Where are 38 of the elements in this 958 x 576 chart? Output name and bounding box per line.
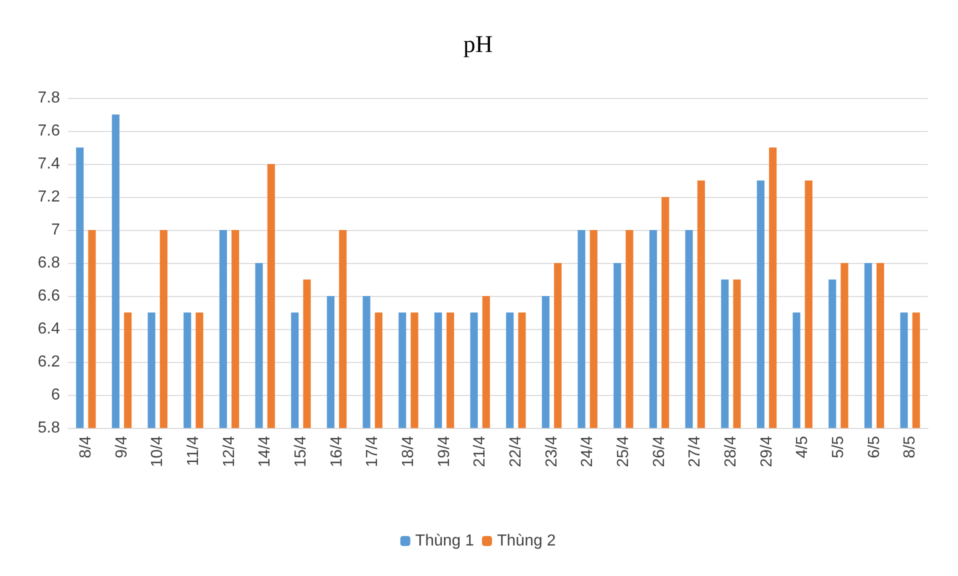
x-tick-label: 5/5: [830, 436, 847, 458]
x-tick-label: 9/4: [113, 436, 130, 458]
x-tick-label: 16/4: [328, 436, 346, 468]
y-tick-label: 7.2: [38, 188, 60, 206]
x-tick-label: 29/4: [758, 436, 776, 468]
y-tick-label: 6: [51, 386, 60, 404]
x-tick-label: 21/4: [472, 436, 489, 468]
legend-label: Thùng 2: [497, 532, 556, 550]
x-tick-label: 11/4: [184, 436, 202, 466]
y-tick-label: 6.8: [38, 254, 60, 272]
legend-label: Thùng 1: [415, 532, 474, 550]
y-tick-label: 6.2: [38, 354, 60, 370]
y-tick-label: 6.6: [38, 288, 60, 304]
x-tick-label: 18/4: [400, 436, 417, 468]
x-tick-label: 14/4: [256, 436, 274, 468]
x-tick-label: 15/4: [292, 436, 310, 468]
x-tick-label: 23/4: [543, 436, 560, 468]
x-tick-label: 24/4: [579, 436, 596, 468]
x-tick-label: 22/4: [507, 436, 524, 468]
x-tick-label: 17/4: [364, 436, 382, 468]
x-tick-label: 8/4: [77, 436, 94, 458]
chart-title: pH: [463, 32, 493, 58]
x-tick-label: 6/5: [866, 436, 883, 458]
y-tick-label: 7.8: [38, 90, 60, 106]
x-tick-label: 8/5: [902, 436, 919, 458]
y-tick-label: 7.4: [38, 156, 60, 172]
y-tick-label: 7.6: [38, 122, 60, 140]
x-tick-label: 26/4: [650, 436, 668, 468]
x-tick-label: 19/4: [436, 436, 453, 468]
x-tick-label: 28/4: [722, 436, 740, 468]
x-tick-label: 12/4: [220, 436, 238, 468]
x-tick-label: 10/4: [149, 436, 166, 468]
x-tick-label: 27/4: [686, 436, 704, 468]
y-tick-label: 5.8: [38, 420, 60, 436]
x-tick-label: 4/5: [794, 436, 812, 458]
y-tick-label: 6.4: [38, 320, 60, 338]
x-tick-label: 25/4: [614, 436, 632, 468]
y-tick-label: 7: [51, 222, 60, 238]
